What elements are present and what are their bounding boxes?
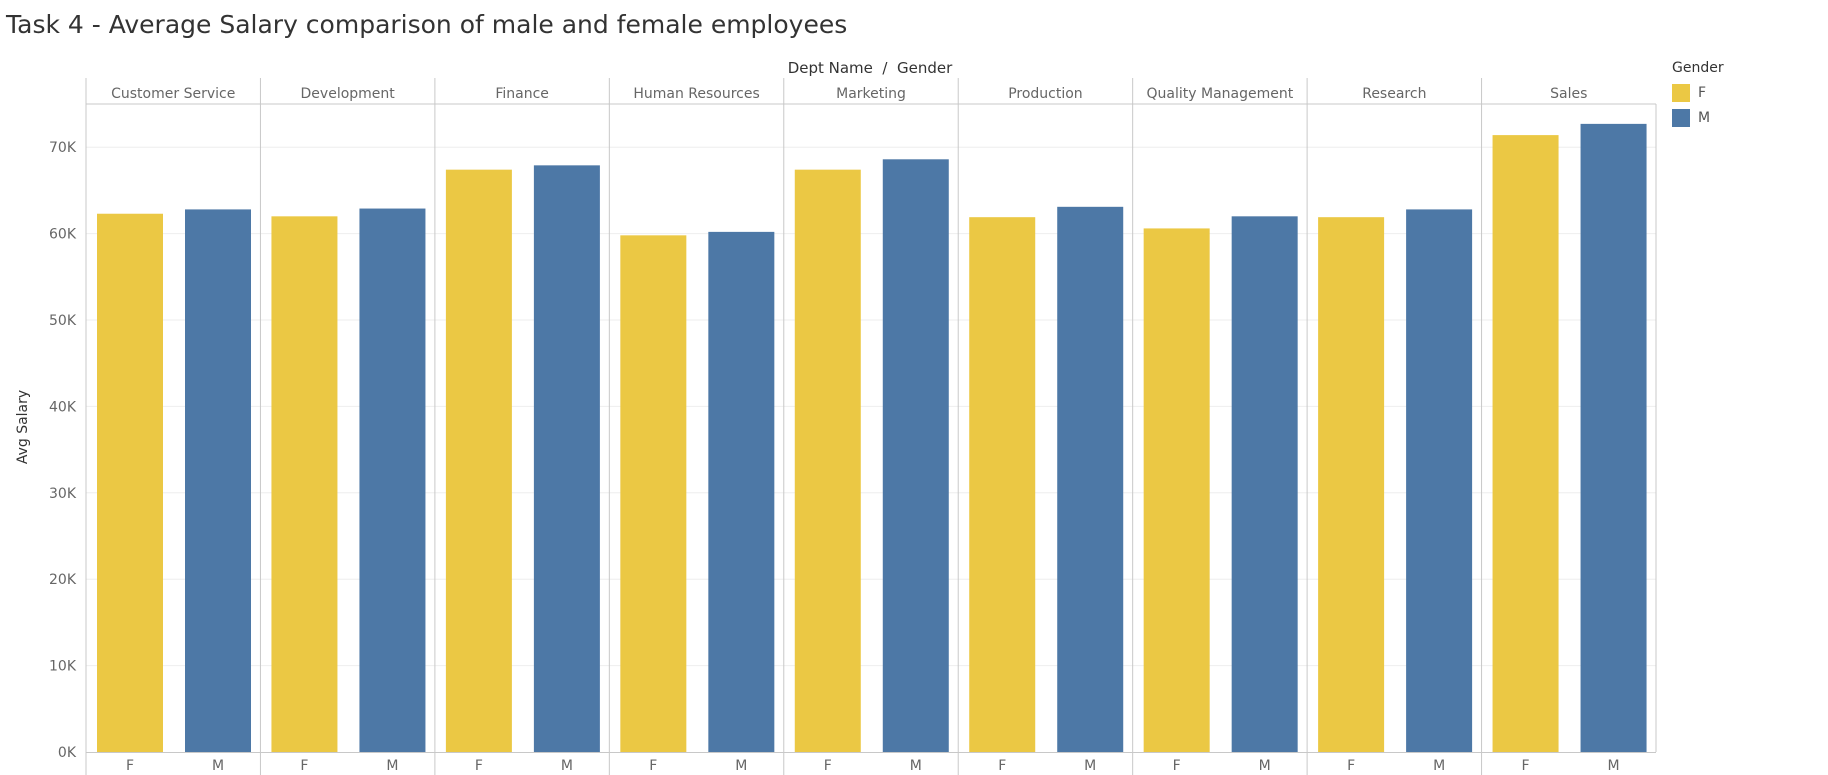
bar-finance-f[interactable] <box>445 169 512 752</box>
x-tick-label-sales-f: F <box>1522 758 1530 774</box>
category-header-customer-service: Customer Service <box>111 86 235 102</box>
x-tick-label-quality-management-m: M <box>1259 758 1271 774</box>
bar-human-resources-m[interactable] <box>708 231 775 752</box>
legend-title: Gender <box>1672 60 1724 76</box>
y-axis-label: Avg Salary <box>15 390 31 464</box>
legend-swatch-f <box>1672 83 1690 102</box>
x-tick-label-customer-service-f: F <box>126 758 134 774</box>
bar-quality-management-m[interactable] <box>1231 216 1298 752</box>
x-tick-label-research-f: F <box>1347 758 1355 774</box>
legend-label-f: F <box>1698 84 1707 101</box>
y-tick-label-30k: 30K <box>49 486 77 502</box>
bar-quality-management-f[interactable] <box>1143 228 1210 752</box>
x-tick-label-production-m: M <box>1084 758 1096 774</box>
y-tick-label-40k: 40K <box>49 399 77 415</box>
y-tick-label-70k: 70K <box>49 140 77 156</box>
y-tick-label-50k: 50K <box>49 313 77 329</box>
bar-sales-f[interactable] <box>1492 135 1559 752</box>
column-header: Dept Name / Gender <box>788 59 953 77</box>
bar-research-m[interactable] <box>1406 209 1473 752</box>
x-tick-label-customer-service-m: M <box>212 758 224 774</box>
x-tick-label-marketing-f: F <box>824 758 832 774</box>
category-header-human-resources: Human Resources <box>633 86 759 102</box>
chart-title: Task 4 - Average Salary comparison of ma… <box>6 10 848 39</box>
bar-production-m[interactable] <box>1057 206 1124 753</box>
legend-swatch-m <box>1672 108 1690 127</box>
bar-research-f[interactable] <box>1318 217 1385 752</box>
x-tick-label-development-m: M <box>386 758 398 774</box>
x-tick-label-quality-management-f: F <box>1173 758 1181 774</box>
y-tick-label-20k: 20K <box>49 572 77 588</box>
x-tick-label-finance-f: F <box>475 758 483 774</box>
category-header-production: Production <box>1008 86 1082 102</box>
y-tick-label-10k: 10K <box>49 659 77 675</box>
bar-sales-m[interactable] <box>1580 123 1647 752</box>
x-tick-label-research-m: M <box>1433 758 1445 774</box>
bar-finance-m[interactable] <box>533 165 600 752</box>
x-tick-label-finance-m: M <box>561 758 573 774</box>
bar-production-f[interactable] <box>969 217 1036 752</box>
y-tick-label-0k: 0K <box>58 745 77 761</box>
category-header-quality-management: Quality Management <box>1147 86 1294 102</box>
y-tick-label-60k: 60K <box>49 227 77 243</box>
category-header-marketing: Marketing <box>836 86 906 102</box>
x-tick-label-human-resources-f: F <box>649 758 657 774</box>
x-tick-label-sales-m: M <box>1608 758 1620 774</box>
category-header-development: Development <box>301 86 396 102</box>
bar-customer-service-m[interactable] <box>185 209 251 752</box>
bar-marketing-f[interactable] <box>794 169 861 752</box>
x-tick-label-development-f: F <box>300 758 308 774</box>
bar-development-m[interactable] <box>359 208 426 752</box>
category-header-research: Research <box>1362 86 1426 102</box>
legend: Gender F M <box>1672 60 1724 130</box>
bar-development-f[interactable] <box>271 216 338 752</box>
bar-customer-service-f[interactable] <box>97 213 163 752</box>
bar-human-resources-f[interactable] <box>620 235 687 752</box>
category-header-sales: Sales <box>1550 86 1587 102</box>
x-tick-label-marketing-m: M <box>910 758 922 774</box>
x-tick-label-production-f: F <box>998 758 1006 774</box>
bar-marketing-m[interactable] <box>882 159 949 752</box>
category-header-finance: Finance <box>495 86 549 102</box>
legend-item-m[interactable]: M <box>1672 105 1724 130</box>
x-tick-label-human-resources-m: M <box>735 758 747 774</box>
legend-item-f[interactable]: F <box>1672 80 1724 105</box>
legend-label-m: M <box>1698 109 1711 126</box>
